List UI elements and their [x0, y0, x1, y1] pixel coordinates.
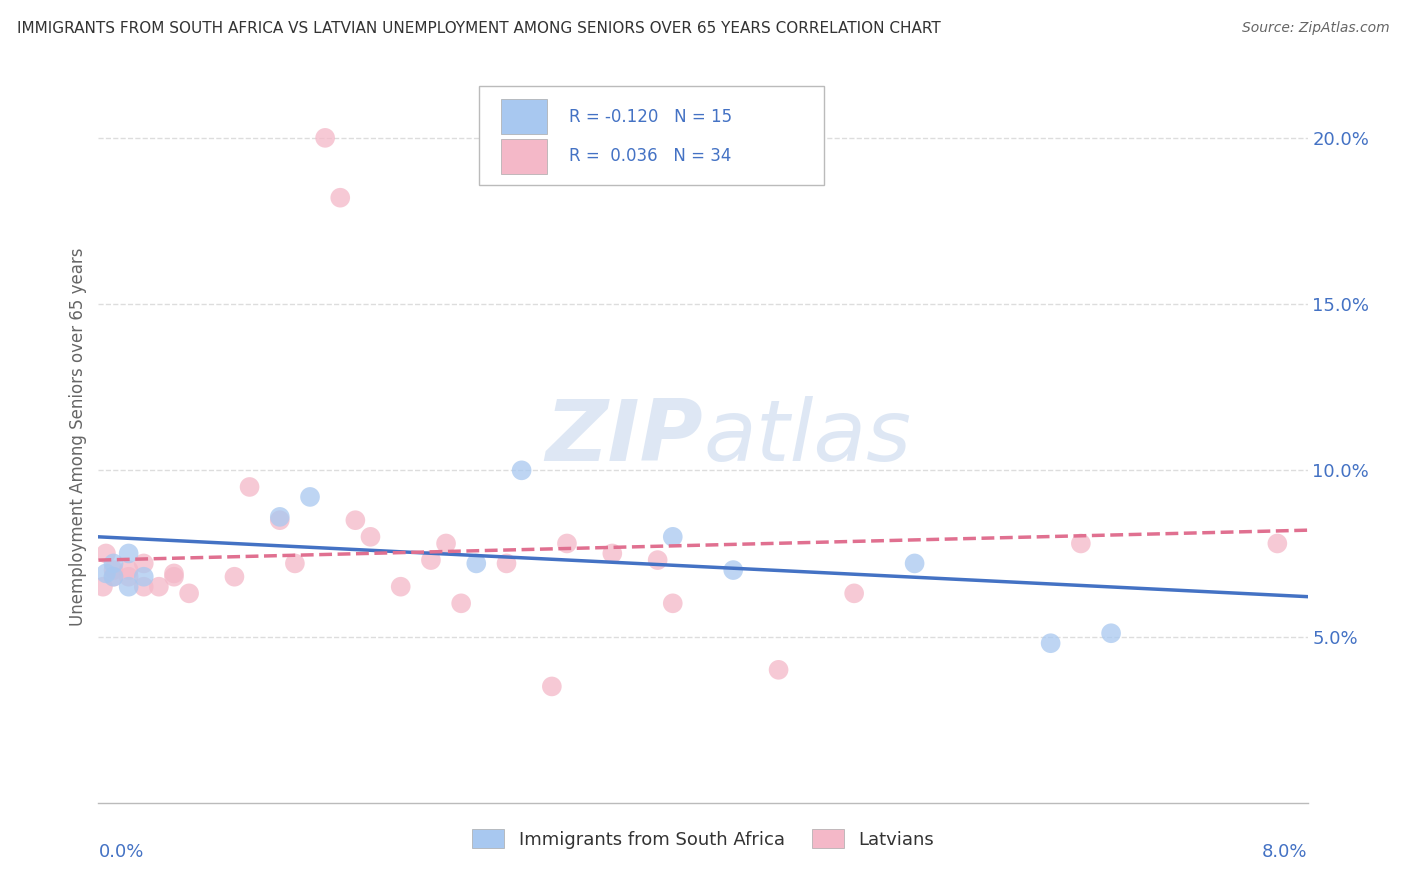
Point [132, 570, 155, 584]
Point [768, 663, 790, 677]
Point [103, 557, 125, 571]
Point [103, 570, 125, 584]
Point [118, 580, 141, 594]
Point [420, 553, 443, 567]
Point [132, 580, 155, 594]
Point [299, 490, 322, 504]
Point [329, 191, 352, 205]
Point [103, 570, 125, 584]
Point [269, 509, 291, 524]
Text: atlas: atlas [703, 395, 911, 479]
Point [118, 570, 141, 584]
Point [1267, 536, 1289, 550]
Point [284, 557, 307, 571]
Point [465, 557, 488, 571]
Point [495, 557, 517, 571]
Text: 0.0%: 0.0% [98, 843, 143, 861]
Point [661, 596, 683, 610]
Point [844, 586, 866, 600]
Point [434, 536, 457, 550]
Text: 8.0%: 8.0% [1263, 843, 1308, 861]
Point [602, 546, 624, 560]
Point [103, 563, 125, 577]
Text: R =  0.036   N = 34: R = 0.036 N = 34 [569, 147, 731, 165]
Legend: Immigrants from South Africa, Latvians: Immigrants from South Africa, Latvians [464, 822, 942, 856]
Point [224, 570, 246, 584]
Point [647, 553, 669, 567]
Point [1099, 626, 1122, 640]
Point [163, 566, 186, 581]
Point [904, 557, 927, 571]
Point [269, 513, 291, 527]
Point [555, 536, 578, 550]
Point [94, 566, 117, 581]
Text: ZIP: ZIP [546, 395, 703, 479]
Point [344, 513, 367, 527]
Point [239, 480, 262, 494]
Point [179, 586, 201, 600]
Point [510, 463, 533, 477]
Point [661, 530, 683, 544]
Point [314, 131, 336, 145]
Bar [501, 138, 547, 174]
Point [1070, 536, 1092, 550]
Point [1039, 636, 1062, 650]
Point [132, 557, 155, 571]
Point [389, 580, 412, 594]
Text: IMMIGRANTS FROM SOUTH AFRICA VS LATVIAN UNEMPLOYMENT AMONG SENIORS OVER 65 YEARS: IMMIGRANTS FROM SOUTH AFRICA VS LATVIAN … [17, 21, 941, 36]
Y-axis label: Unemployment Among Seniors over 65 years: Unemployment Among Seniors over 65 years [69, 248, 87, 626]
Point [540, 680, 562, 694]
Bar [501, 99, 547, 135]
Point [163, 570, 186, 584]
Point [118, 563, 141, 577]
Point [723, 563, 745, 577]
Point [450, 596, 472, 610]
Text: Source: ZipAtlas.com: Source: ZipAtlas.com [1241, 21, 1389, 35]
Point [360, 530, 382, 544]
Point [91, 580, 114, 594]
FancyBboxPatch shape [479, 86, 824, 185]
Point [118, 546, 141, 560]
Point [148, 580, 170, 594]
Point [94, 546, 117, 560]
Text: R = -0.120   N = 15: R = -0.120 N = 15 [569, 108, 733, 126]
